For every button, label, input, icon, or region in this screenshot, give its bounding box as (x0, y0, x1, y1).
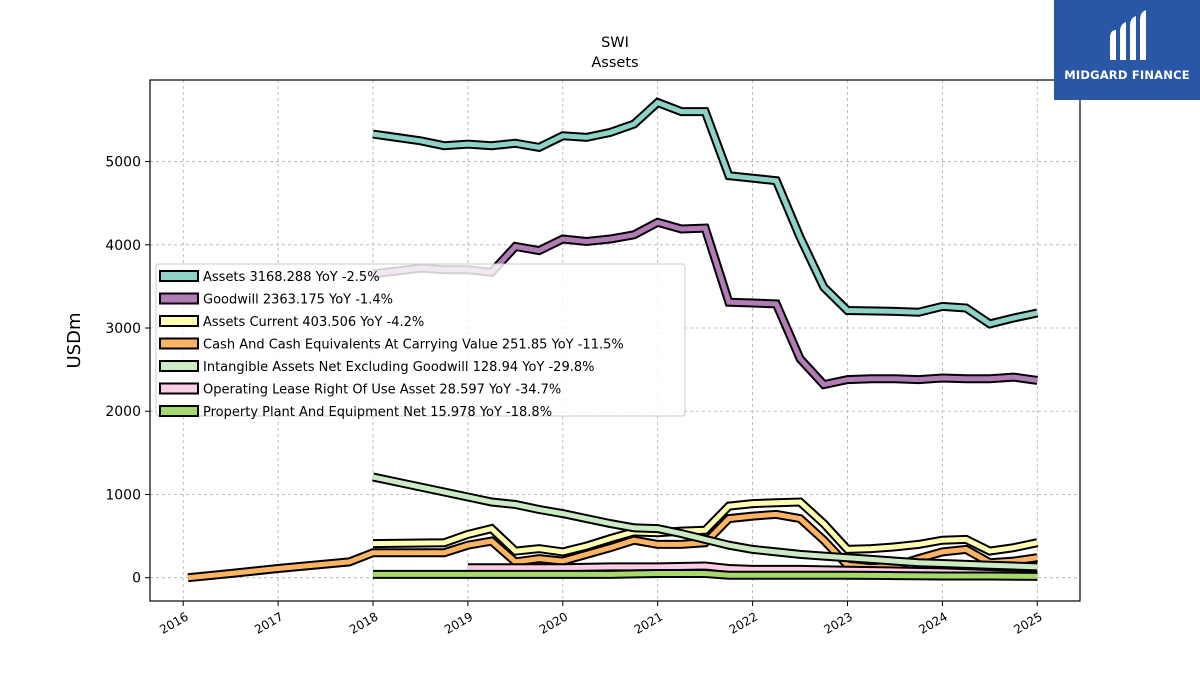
series-group (187, 97, 1039, 583)
brand-logo: MIDGARD FINANCE (1054, 0, 1200, 100)
legend-entry-label: Cash And Cash Equivalents At Carrying Va… (203, 338, 624, 353)
x-tick-label: 2020 (537, 609, 570, 636)
y-tick-label: 4000 (105, 238, 141, 254)
x-tick-label: 2019 (442, 609, 475, 636)
legend-entry-label: Assets 3168.288 YoY -2.5% (203, 270, 380, 285)
x-tick-label: 2023 (822, 609, 855, 636)
legend-swatch (159, 292, 199, 305)
legend-entry-label: Operating Lease Right Of Use Asset 28.59… (203, 383, 561, 398)
legend-swatch (159, 337, 199, 350)
series-line (372, 219, 1038, 388)
x-tick-label: 2025 (1011, 609, 1044, 636)
x-tick-label: 2022 (727, 609, 760, 636)
legend-entry-label: Goodwill 2363.175 YoY -1.4% (203, 293, 393, 308)
y-tick-label: 1000 (105, 487, 141, 503)
x-tick-label: 2017 (252, 609, 285, 636)
y-tick-label: 0 (132, 571, 141, 587)
series-line (372, 474, 1038, 570)
series-line (373, 571, 1038, 579)
y-axis-label: USDm (64, 313, 85, 369)
x-tick-label: 2021 (632, 609, 665, 636)
x-tick-label: 2018 (347, 609, 380, 636)
chart-subtitle: Assets (591, 55, 638, 71)
x-tick-label: 2016 (157, 609, 190, 636)
legend-swatch (159, 270, 199, 282)
y-tick-label: 3000 (105, 321, 141, 337)
logo-text: MIDGARD FINANCE (1064, 68, 1190, 82)
x-tick-label: 2024 (916, 609, 949, 636)
legend-entry-label: Assets Current 403.506 YoY -4.2% (203, 315, 424, 330)
legend-entry-label: Property Plant And Equipment Net 15.978 … (203, 405, 552, 420)
logo-mark-icon (1110, 10, 1146, 60)
y-tick-label: 5000 (105, 155, 141, 171)
series-line (372, 499, 1038, 555)
legend-swatch (159, 360, 199, 372)
legend-box (155, 263, 686, 417)
series-line (372, 99, 1038, 327)
legend-swatch (159, 405, 199, 417)
chart-title: SWI (601, 35, 629, 51)
legend-swatch (159, 315, 199, 327)
legend-entry-label: Intangible Assets Net Excluding Goodwill… (203, 360, 594, 375)
plot-frame (149, 79, 1081, 602)
y-tick-label: 2000 (105, 404, 141, 420)
legend-swatch (159, 382, 199, 395)
